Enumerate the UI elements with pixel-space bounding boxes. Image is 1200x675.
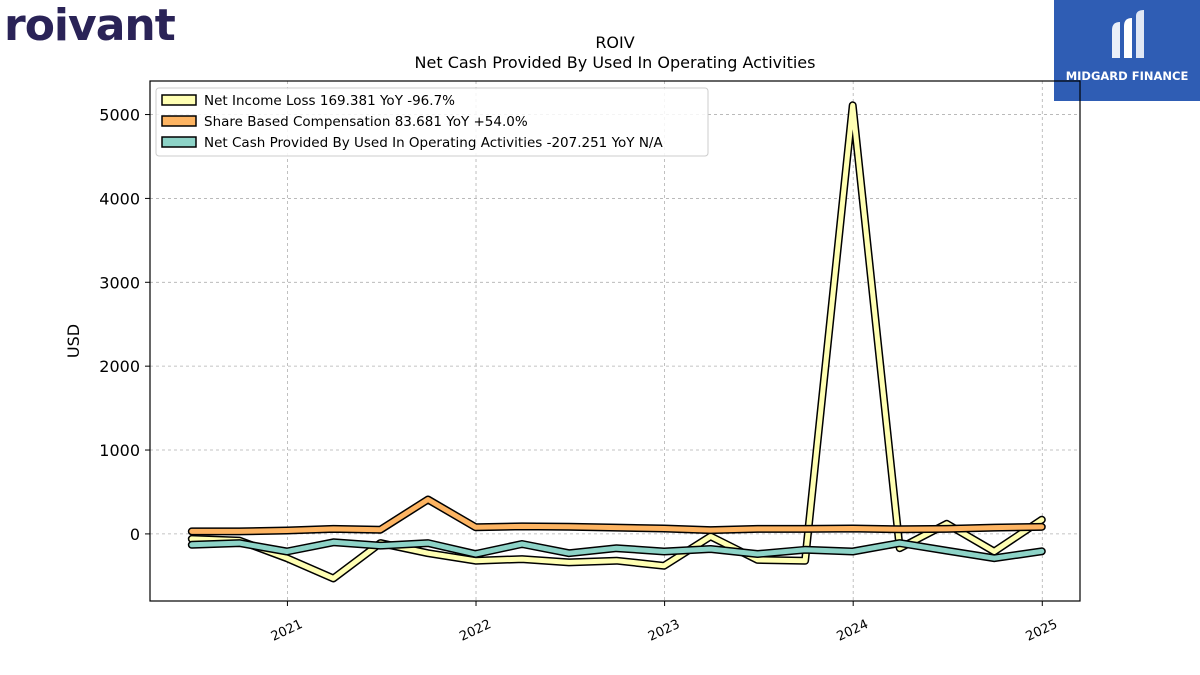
series-0-point (850, 103, 855, 108)
series-0-point (567, 560, 572, 565)
series-1-point (992, 525, 997, 530)
y-tick-label: 0 (130, 525, 140, 544)
y-tick-label: 3000 (99, 273, 140, 292)
series-1-point (520, 524, 525, 529)
legend-swatch (161, 136, 197, 148)
series-0-point (803, 558, 808, 563)
chart-subtitle: Net Cash Provided By Used In Operating A… (415, 53, 816, 72)
series-1-point (614, 525, 619, 530)
series-2-point (944, 548, 949, 553)
x-tick-label: 2021 (269, 617, 305, 645)
x-tick-label: 2025 (1024, 617, 1060, 645)
series-2-point (850, 549, 855, 554)
series-0-point (1039, 517, 1044, 522)
legend-swatch (161, 115, 197, 127)
series-2-point (614, 546, 619, 551)
legend-entry-label: Share Based Compensation 83.681 YoY +54.… (204, 114, 528, 130)
series-1-point (189, 529, 194, 534)
y-tick-label: 4000 (99, 189, 140, 208)
y-tick-label: 1000 (99, 441, 140, 460)
series-2-point (992, 556, 997, 561)
series-2-point (426, 541, 431, 546)
series-0-outline (187, 101, 1046, 583)
series-2-point (520, 542, 525, 547)
series-0-point (189, 536, 194, 541)
y-tick-label: 2000 (99, 357, 140, 376)
series-2-point (189, 542, 194, 547)
x-tick-label: 2023 (646, 617, 682, 645)
series-0-point (331, 576, 336, 581)
series-lines (187, 101, 1046, 583)
series-2-line (189, 539, 1045, 561)
y-axis-label: USD (64, 324, 83, 358)
legend-swatch (161, 94, 197, 106)
series-2-point (237, 541, 242, 546)
legend-entry-label: Net Income Loss 169.381 YoY -96.7% (204, 93, 455, 109)
series-0-point (520, 557, 525, 562)
series-1-line (189, 497, 1045, 534)
chart-title: ROIV (595, 33, 634, 52)
series-2-point (567, 551, 572, 556)
y-tick-label: 5000 (99, 106, 140, 125)
series-1-point (803, 526, 808, 531)
series-1-point (284, 528, 289, 533)
series-0-point (284, 556, 289, 561)
midgard-finance-text: MIDGARD FINANCE (1065, 69, 1189, 83)
midgard-finance-logo: MIDGARD FINANCE (1054, 0, 1200, 101)
series-2-point (331, 540, 336, 545)
series-0-line (189, 102, 1045, 581)
legend-entry-label: Net Cash Provided By Used In Operating A… (204, 135, 663, 151)
series-0-point (614, 558, 619, 563)
series-2-point (378, 543, 383, 548)
series-1-point (755, 526, 760, 531)
series-2-point (662, 549, 667, 554)
series-2-point (473, 552, 478, 557)
series-2-point (284, 549, 289, 554)
x-tick-label: 2022 (457, 617, 493, 645)
series-1-point (708, 528, 713, 533)
series-1-point (237, 529, 242, 534)
legend-box (155, 87, 709, 157)
legend: Net Income Loss 169.381 YoY -96.7% Share … (155, 87, 709, 157)
series-2-point (1039, 549, 1044, 554)
plot-frame (149, 80, 1081, 602)
series-1-point (567, 524, 572, 529)
series-0-point (992, 549, 997, 554)
series-1-point (1039, 524, 1044, 529)
series-0-point (662, 563, 667, 568)
series-1-point (426, 497, 431, 502)
series-0-point (708, 534, 713, 539)
series-1-point (897, 527, 902, 532)
series-1-point (944, 526, 949, 531)
midgard-emblem-icon (1112, 10, 1144, 58)
x-tick-label: 2024 (835, 617, 871, 645)
series-0-point (473, 558, 478, 563)
series-2-point (708, 547, 713, 552)
roivant-logo: roivant (4, 0, 176, 51)
series-0-point (426, 551, 431, 556)
series-2-point (803, 547, 808, 552)
series-1-point (850, 526, 855, 531)
series-1-point (473, 525, 478, 530)
series-1-point (378, 527, 383, 532)
series-0-point (755, 557, 760, 562)
series-1-point (662, 526, 667, 531)
series-1-point (331, 526, 336, 531)
series-2-point (755, 552, 760, 557)
series-2-point (897, 541, 902, 546)
